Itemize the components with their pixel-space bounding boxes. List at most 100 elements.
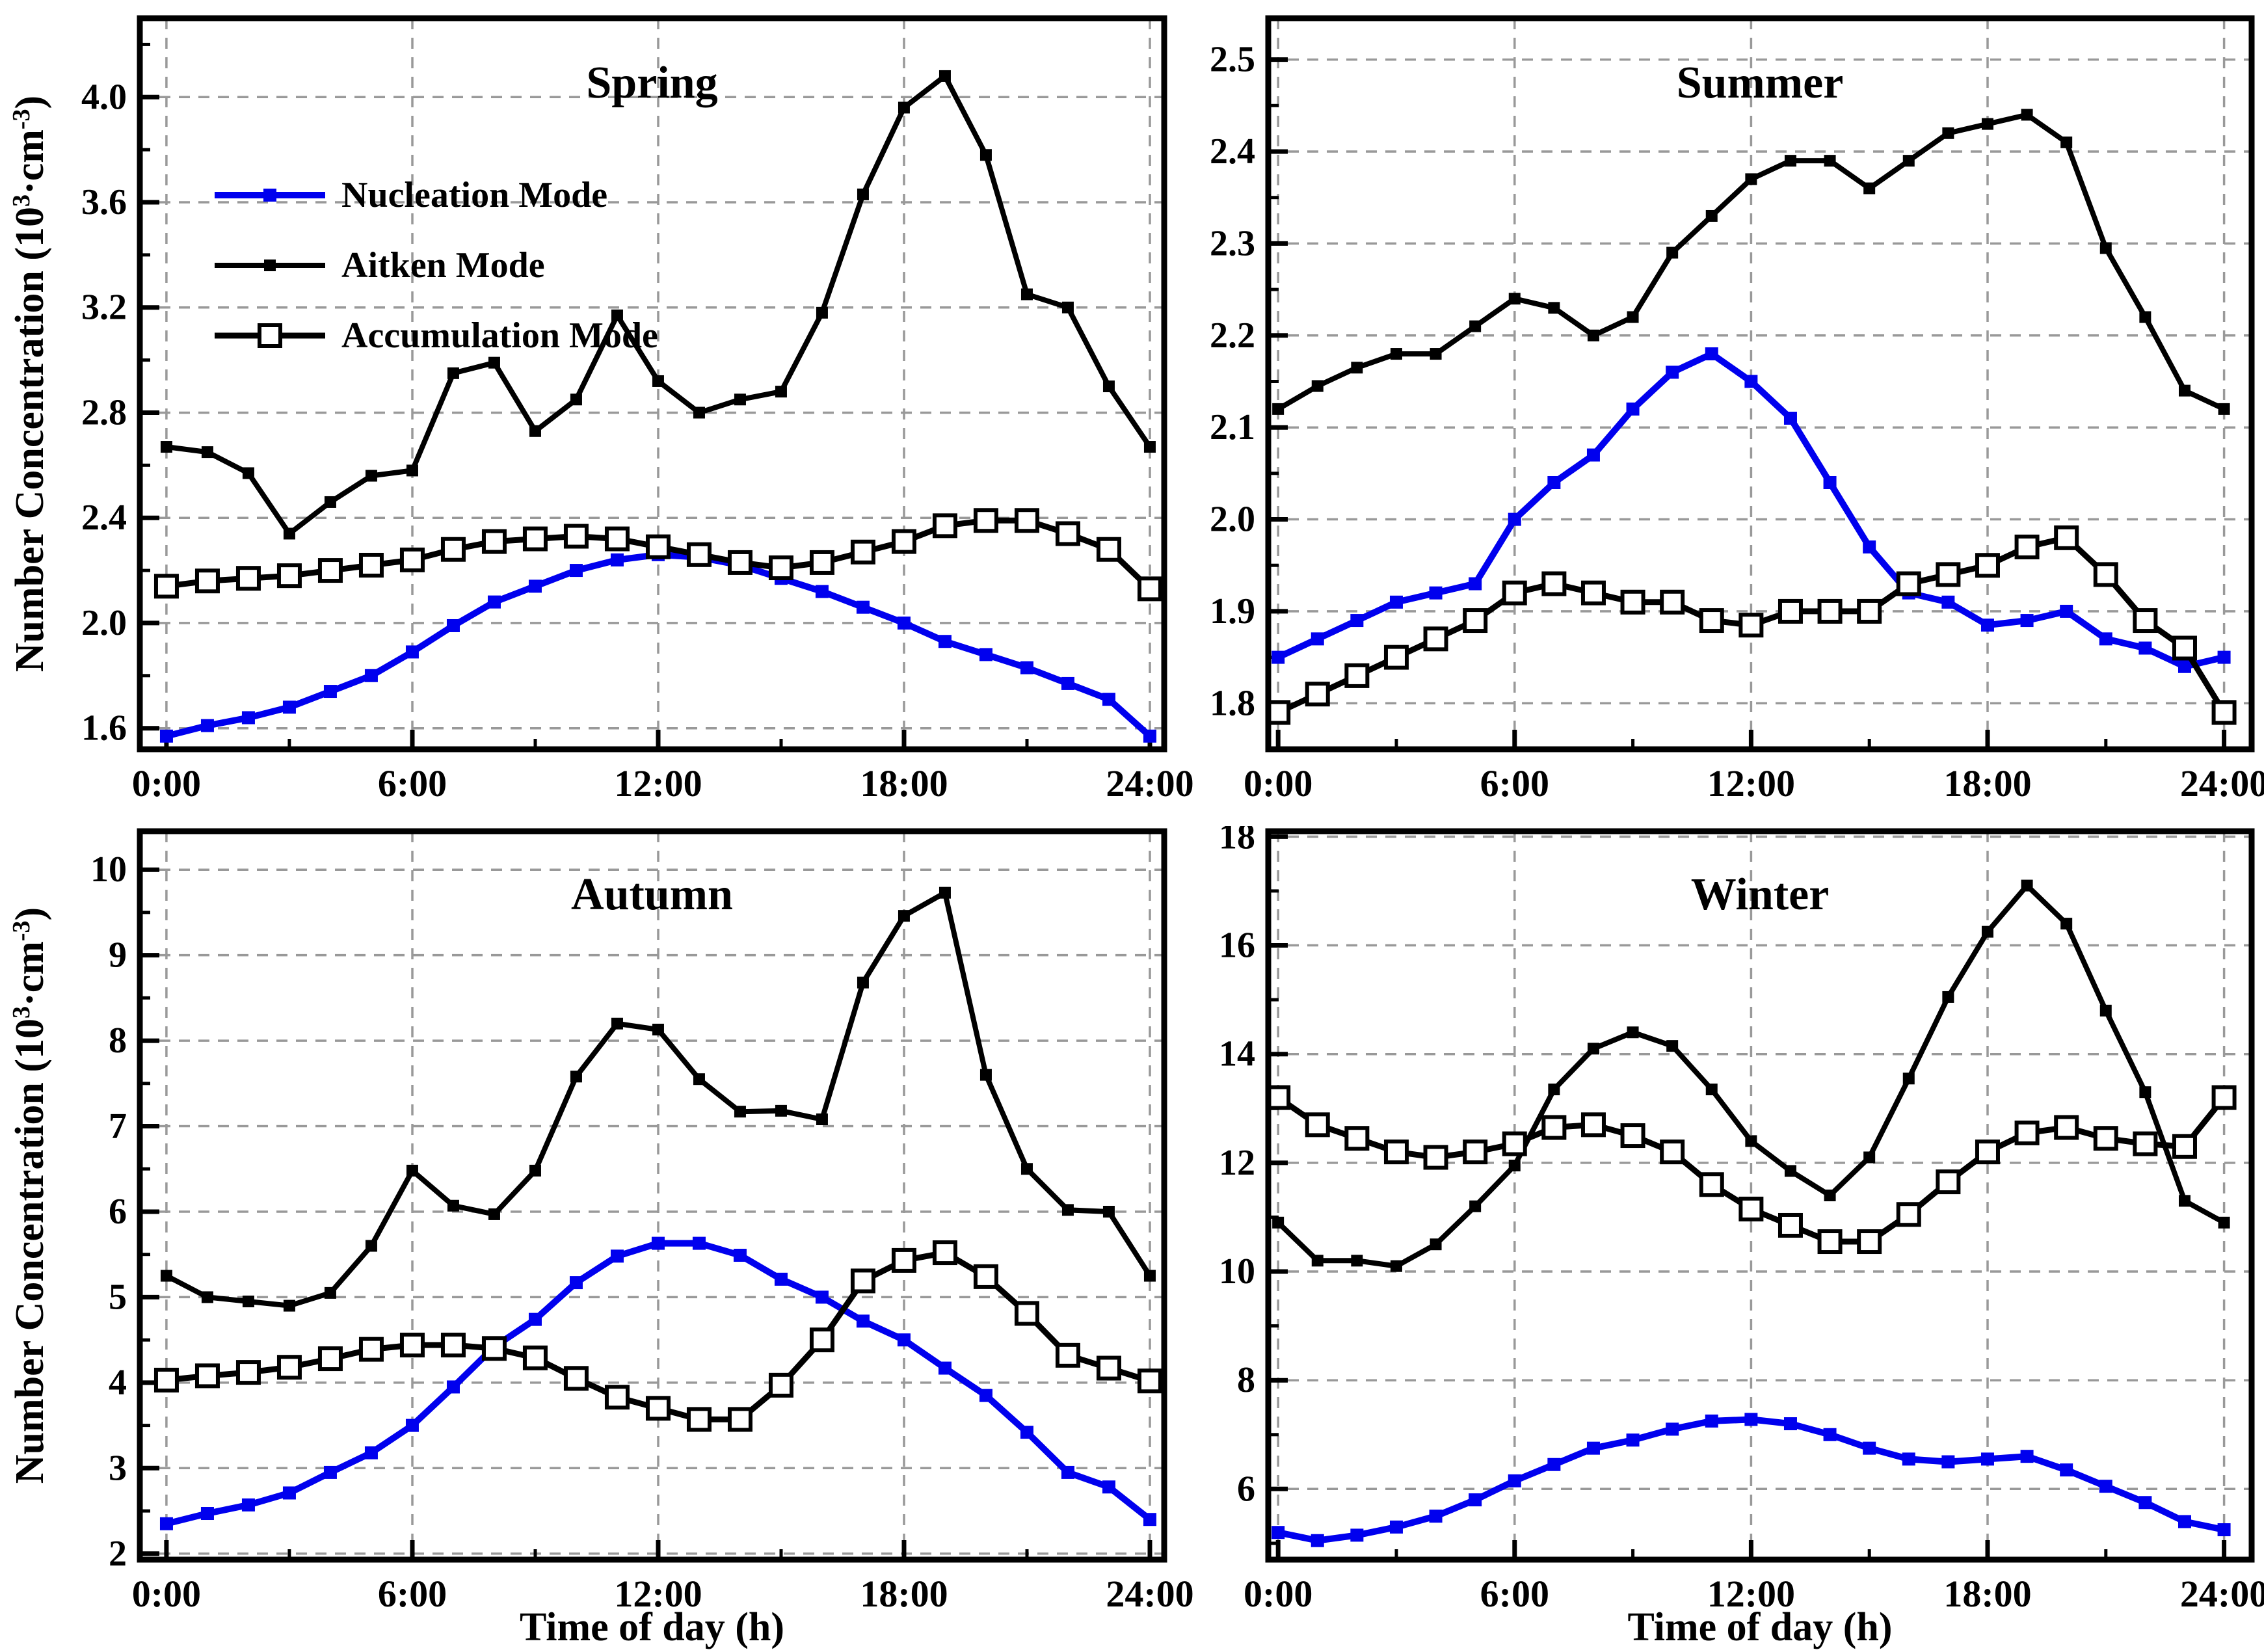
- data-point-nucleation-mode: [1429, 1510, 1443, 1523]
- data-point-nucleation-mode: [1143, 729, 1156, 743]
- data-point-accumulation-mode: [399, 1333, 425, 1358]
- data-point-nucleation-mode: [1469, 1493, 1482, 1507]
- data-point-aitken-mode: [1745, 173, 1757, 185]
- data-point-nucleation-mode: [1744, 1413, 1758, 1426]
- data-point-nucleation-mode: [856, 1314, 870, 1328]
- data-point-accumulation-mode: [686, 1407, 712, 1432]
- data-point-nucleation-mode: [528, 580, 542, 593]
- data-point-accumulation-mode: [1778, 598, 1803, 624]
- data-point-accumulation-mode: [1096, 1355, 1121, 1381]
- legend-marker: [258, 323, 282, 348]
- data-point-nucleation-mode: [1941, 595, 1955, 609]
- data-point-nucleation-mode: [2177, 659, 2191, 673]
- data-point-nucleation-mode: [1586, 1441, 1600, 1455]
- y-tick-label: 10: [1219, 1251, 1255, 1292]
- data-point-aitken-mode: [2218, 403, 2230, 415]
- legend-label: Nucleation Mode: [341, 175, 607, 215]
- y-tick-label: 2.1: [1210, 407, 1255, 447]
- data-point-nucleation-mode: [1508, 1474, 1521, 1487]
- data-point-nucleation-mode: [979, 1389, 992, 1402]
- data-point-accumulation-mode: [1055, 1342, 1080, 1368]
- data-point-accumulation-mode: [1423, 1145, 1448, 1170]
- data-point-nucleation-mode: [856, 600, 870, 614]
- data-point-aitken-mode: [775, 1104, 787, 1117]
- data-point-aitken-mode: [2139, 311, 2151, 323]
- data-point-aitken-mode: [1102, 1205, 1115, 1218]
- data-point-aitken-mode: [611, 1017, 623, 1030]
- data-point-aitken-mode: [898, 910, 910, 922]
- x-tick-label: 18:00: [860, 762, 948, 805]
- x-tick-label: 0:00: [1244, 1573, 1312, 1615]
- y-tick-label: 2.4: [81, 498, 127, 538]
- data-point-nucleation-mode: [1666, 366, 1679, 379]
- data-point-nucleation-mode: [1980, 1452, 1994, 1466]
- data-point-aitken-mode: [1272, 403, 1285, 415]
- data-point-nucleation-mode: [241, 1498, 255, 1512]
- y-tick-label: 18: [1219, 826, 1255, 857]
- data-point-accumulation-mode: [2054, 1115, 2079, 1140]
- data-point-accumulation-mode: [768, 555, 793, 581]
- data-point-accumulation-mode: [686, 542, 712, 567]
- data-point-aitken-mode: [611, 309, 623, 321]
- series-markers-nucleation-mode: [1272, 1413, 2231, 1547]
- panel-title: Winter: [1691, 870, 1830, 920]
- data-point-nucleation-mode: [1311, 1534, 1324, 1547]
- series-markers-accumulation-mode: [1266, 525, 2237, 725]
- data-point-nucleation-mode: [1823, 475, 1837, 489]
- data-point-aitken-mode: [1311, 1255, 1324, 1267]
- x-tick-label: 12:00: [614, 762, 702, 805]
- data-point-accumulation-mode: [194, 568, 220, 594]
- data-point-accumulation-mode: [1344, 663, 1370, 688]
- data-point-accumulation-mode: [973, 1264, 998, 1289]
- x-tick-label: 18:00: [860, 1573, 948, 1615]
- chart-winter: 6 8 10 12 14 16 18 0:00 6:00 12:00 18:00 24:00 Winte…: [1219, 826, 2264, 1649]
- data-point-aitken-mode: [1587, 1043, 1599, 1055]
- data-point-accumulation-mode: [891, 529, 916, 554]
- x-tick-label: 6:00: [1480, 1573, 1549, 1615]
- data-point-aitken-mode: [857, 188, 869, 200]
- data-point-aitken-mode: [1705, 209, 1718, 222]
- data-point-accumulation-mode: [194, 1363, 220, 1389]
- data-point-aitken-mode: [1143, 441, 1156, 453]
- data-point-nucleation-mode: [815, 585, 829, 598]
- data-point-accumulation-mode: [1383, 645, 1409, 670]
- x-tick-label: 12:00: [1707, 762, 1795, 805]
- data-point-aitken-mode: [2139, 1086, 2151, 1099]
- data-point-aitken-mode: [652, 375, 664, 387]
- data-point-accumulation-mode: [1502, 1131, 1527, 1156]
- data-point-accumulation-mode: [1502, 580, 1527, 606]
- data-point-nucleation-mode: [1389, 1520, 1403, 1534]
- data-point-nucleation-mode: [1429, 586, 1443, 600]
- data-point-accumulation-mode: [1936, 1169, 1961, 1195]
- data-point-accumulation-mode: [1778, 1212, 1803, 1238]
- data-point-accumulation-mode: [1738, 613, 1764, 638]
- data-point-accumulation-mode: [1699, 608, 1724, 633]
- data-point-nucleation-mode: [2060, 604, 2073, 618]
- y-tick-label: 6: [1237, 1469, 1255, 1509]
- y-tick-label: 3.2: [81, 287, 127, 328]
- data-point-aitken-mode: [1351, 1255, 1363, 1267]
- data-point-accumulation-mode: [1896, 1202, 1921, 1227]
- x-tick-label: 18:00: [1943, 762, 2031, 805]
- data-point-nucleation-mode: [364, 669, 378, 682]
- data-point-aitken-mode: [488, 356, 500, 369]
- data-point-accumulation-mode: [481, 529, 507, 554]
- data-point-accumulation-mode: [1423, 626, 1448, 652]
- y-tick-label: 2.2: [1210, 315, 1255, 356]
- x-tick-label: 24:00: [1106, 1573, 1193, 1615]
- data-point-accumulation-mode: [235, 566, 261, 591]
- data-point-nucleation-mode: [405, 645, 419, 659]
- data-point-aitken-mode: [1942, 991, 1954, 1003]
- data-point-accumulation-mode: [1699, 1172, 1724, 1197]
- data-point-nucleation-mode: [692, 1236, 706, 1250]
- data-point-nucleation-mode: [979, 648, 992, 661]
- legend-label: Accumulation Mode: [341, 315, 658, 356]
- data-point-accumulation-mode: [2093, 1126, 2118, 1151]
- data-point-accumulation-mode: [1463, 608, 1488, 633]
- data-point-accumulation-mode: [1305, 1112, 1330, 1138]
- data-point-nucleation-mode: [938, 635, 952, 648]
- data-point-aitken-mode: [1102, 380, 1115, 393]
- data-point-aitken-mode: [242, 1296, 254, 1308]
- data-point-accumulation-mode: [1817, 598, 1843, 624]
